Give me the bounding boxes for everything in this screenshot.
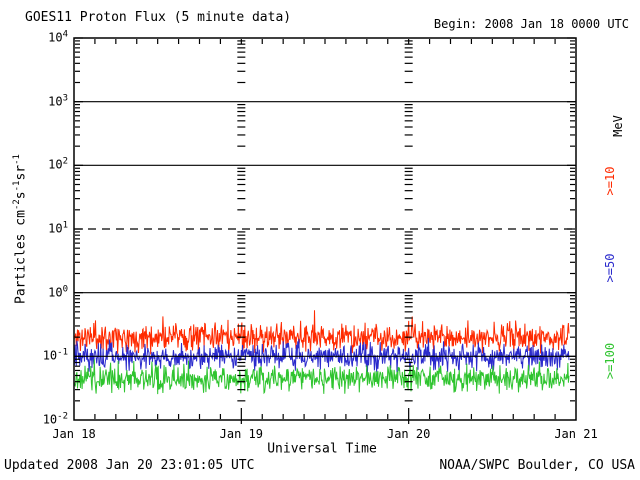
y-tick-10e0: 100 (48, 283, 68, 299)
updated-timestamp: Updated 2008 Jan 20 23:01:05 UTC (4, 458, 255, 473)
x-tick-jan-18: Jan 18 (52, 427, 96, 441)
y-tick-10e2: 102 (48, 156, 68, 172)
y-tick-10e-2: 10-2 (42, 411, 68, 427)
flux-trace-50 (73, 337, 570, 375)
legend-ge100-label: >=100 (603, 342, 617, 380)
y-tick-10e-1: 10-1 (42, 347, 68, 363)
legend-ge10-label: >=10 (603, 166, 617, 196)
y-tick-10e1: 101 (48, 220, 68, 236)
y-tick-10e4: 104 (48, 29, 68, 45)
x-tick-jan-20: Jan 20 (386, 427, 431, 441)
legend-ge50-label: >=50 (603, 253, 617, 283)
flux-trace-10 (73, 310, 570, 355)
x-tick-jan-19: Jan 19 (219, 427, 264, 441)
chart-title: GOES11 Proton Flux (5 minute data) (25, 10, 292, 25)
legend-unit-mev: MeV (611, 115, 625, 137)
y-tick-10e3: 103 (48, 92, 68, 108)
x-tick-jan-21: Jan 21 (554, 427, 598, 441)
begin-timestamp: Begin: 2008 Jan 18 0000 UTC (433, 17, 629, 31)
noaa-swpc-credit: NOAA/SWPC Boulder, CO USA (439, 458, 635, 473)
flux-trace-100 (73, 359, 570, 395)
x-axis-label: Universal Time (267, 441, 377, 457)
